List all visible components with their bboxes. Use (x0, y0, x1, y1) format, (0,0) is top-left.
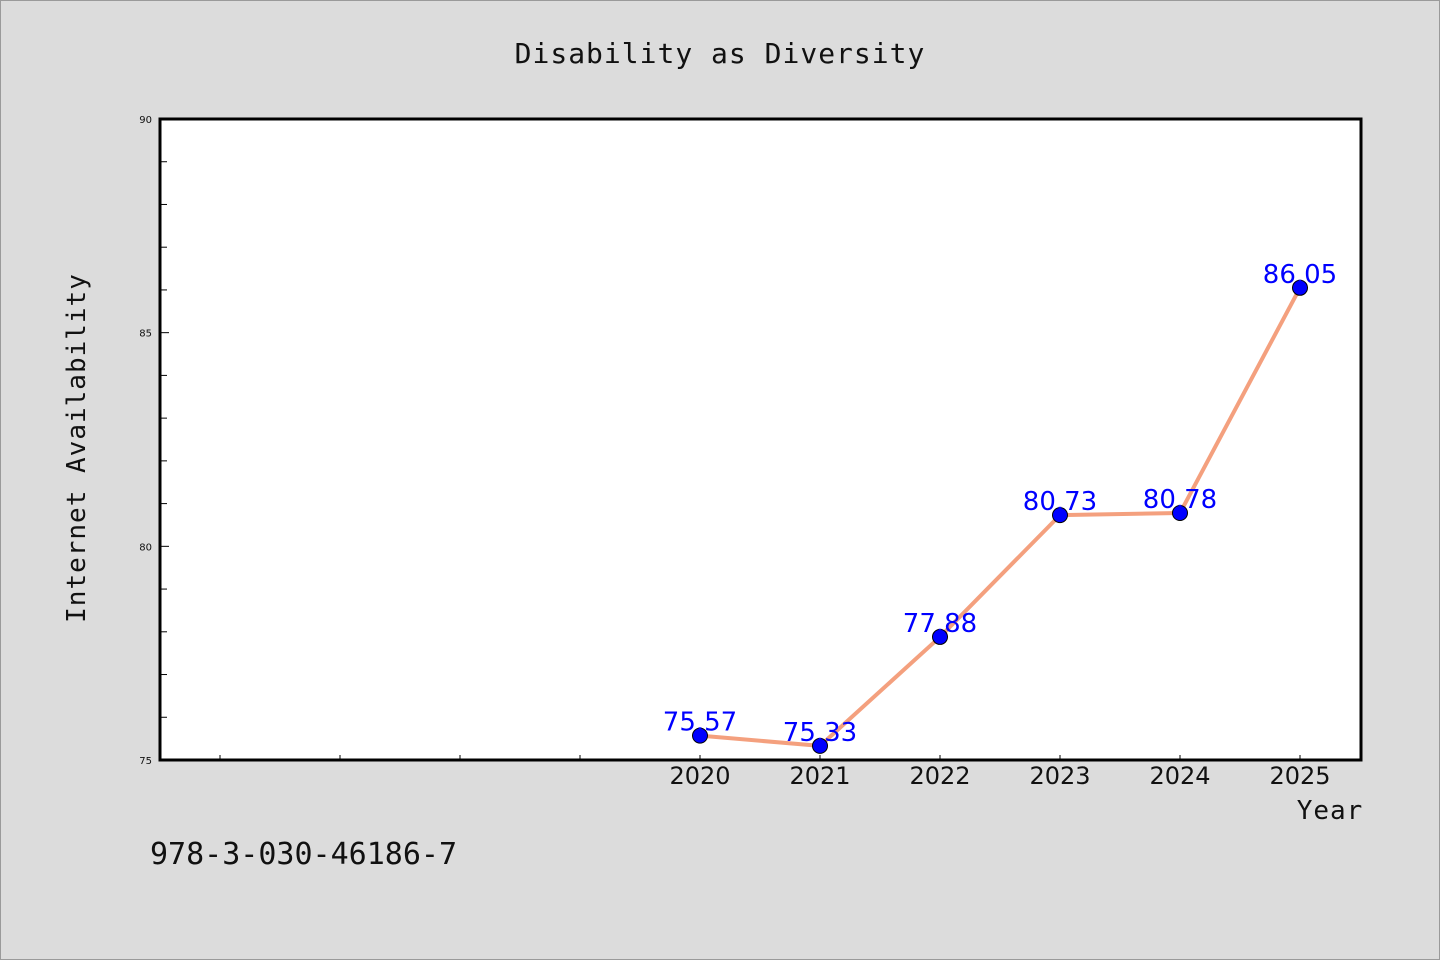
data-label: 80.73 (1023, 487, 1097, 517)
data-label: 77.88 (903, 609, 977, 639)
data-point (1172, 505, 1188, 522)
isbn-text: 978-3-030-46186-7 (150, 837, 457, 872)
y-tick-label: 85 (139, 329, 152, 340)
plot-area (158, 117, 1363, 762)
y-tick-label: 90 (139, 115, 152, 126)
x-axis: 2020 2021 2022 2023 2024 2025 (219, 755, 1331, 790)
x-tick-label: 2021 (789, 762, 850, 790)
y-axis: 75 80 85 90 (139, 115, 169, 767)
data-point (932, 628, 948, 645)
chart-title: Disability as Diversity (515, 37, 926, 70)
x-tick-label: 2020 (669, 762, 730, 790)
x-tick-label: 2025 (1269, 762, 1330, 790)
data-label: 86.05 (1263, 260, 1337, 290)
y-tick-label: 80 (139, 542, 152, 553)
series-layer (692, 279, 1308, 754)
x-tick-label: 2022 (909, 762, 970, 790)
series-line (698, 285, 1302, 748)
data-labels-layer: 75.57 75.33 77.88 80.73 80.78 86.05 (663, 260, 1337, 748)
data-label: 75.33 (783, 718, 857, 748)
data-label: 75.57 (663, 708, 737, 738)
data-point (1052, 507, 1068, 524)
x-tick-label: 2024 (1149, 762, 1210, 790)
x-axis-label: Year (1297, 796, 1364, 826)
y-axis-label: Internet Availability (62, 273, 92, 623)
data-point (1292, 279, 1308, 296)
y-tick-label: 75 (139, 756, 152, 767)
data-point (692, 727, 708, 744)
data-point (812, 737, 828, 754)
x-tick-label: 2023 (1029, 762, 1090, 790)
data-label: 80.78 (1143, 485, 1217, 515)
